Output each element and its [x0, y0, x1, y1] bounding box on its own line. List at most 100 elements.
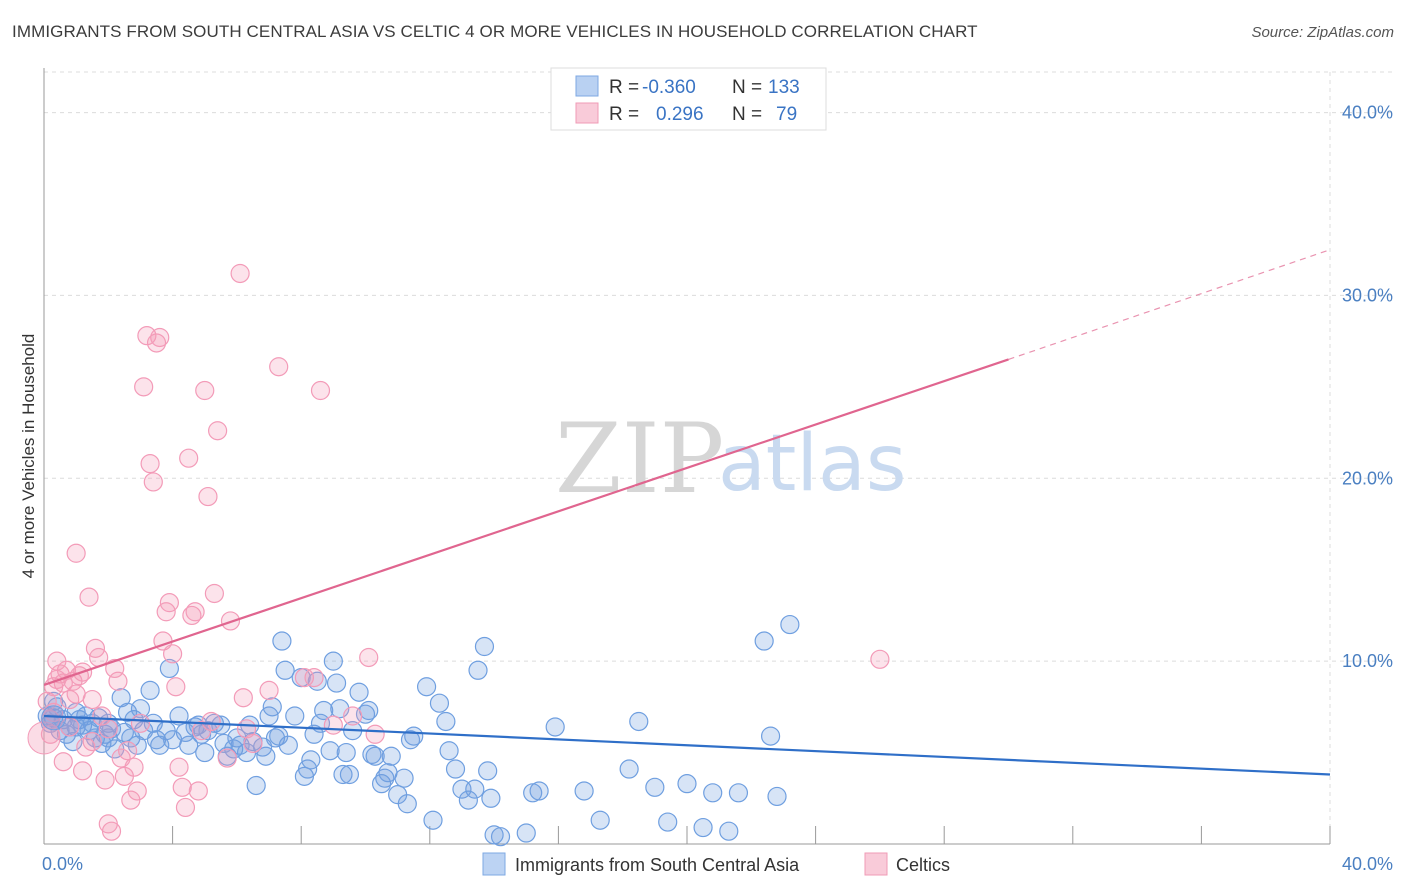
- legend-r-label-2: R =: [609, 104, 639, 125]
- point-celtics-54: [217, 748, 237, 768]
- point-immigrants-43: [195, 742, 215, 763]
- point-immigrants-99: [436, 711, 456, 732]
- point-immigrants-100: [439, 741, 459, 761]
- point-immigrants-125: [728, 783, 749, 803]
- point-immigrants-85: [362, 744, 382, 765]
- data-points: [27, 263, 890, 847]
- point-immigrants-73: [314, 700, 334, 721]
- point-celtics-50: [198, 486, 218, 507]
- point-celtics-72: [53, 752, 73, 772]
- point-immigrants-90: [381, 746, 401, 766]
- point-immigrants-107: [478, 761, 498, 781]
- point-celtics-78: [870, 649, 890, 669]
- point-celtics-29: [130, 713, 151, 733]
- point-immigrants-35: [159, 658, 179, 679]
- point-immigrants-94: [400, 730, 421, 750]
- point-celtics-18: [95, 770, 115, 790]
- point-immigrants-39: [179, 735, 199, 755]
- series-swatch-celtics: [864, 852, 888, 876]
- point-celtics-5: [53, 673, 73, 693]
- point-immigrants-69: [301, 750, 321, 770]
- point-immigrants-98: [429, 693, 450, 713]
- point-immigrants-106: [474, 636, 495, 657]
- legend-n-label-1: N =: [732, 77, 762, 98]
- point-immigrants-88: [375, 768, 395, 788]
- point-celtics-25: [117, 741, 138, 761]
- point-immigrants-2: [44, 691, 64, 711]
- point-immigrants-123: [703, 783, 723, 803]
- point-immigrants-75: [323, 651, 343, 671]
- trend-extension-celtics: [1008, 249, 1331, 360]
- legend-n-label-2: N =: [732, 104, 762, 125]
- legend-r-value-2: 0.296: [656, 104, 704, 125]
- legend-swatch-pink: [575, 102, 599, 124]
- point-celtics-75: [72, 761, 93, 781]
- point-immigrants-103: [458, 790, 478, 810]
- point-immigrants-87: [371, 774, 392, 794]
- point-immigrants-113: [529, 781, 549, 801]
- chart-title: IMMIGRANTS FROM SOUTH CENTRAL ASIA VS CE…: [12, 22, 978, 41]
- point-celtics-74: [66, 684, 86, 704]
- point-immigrants-92: [394, 768, 414, 788]
- legend-swatch-blue: [575, 75, 599, 97]
- point-celtics-61: [269, 357, 289, 377]
- point-immigrants-114: [545, 717, 565, 737]
- point-celtics-77: [98, 814, 118, 834]
- legend-n-value-1: 133: [768, 77, 800, 98]
- point-celtics-60: [259, 680, 279, 701]
- point-immigrants-128: [767, 786, 787, 807]
- point-immigrants-122: [693, 817, 713, 838]
- point-celtics-51: [201, 711, 221, 732]
- point-immigrants-127: [760, 726, 781, 746]
- point-celtics-56: [230, 263, 250, 284]
- point-celtics-21: [105, 658, 125, 679]
- point-celtics-46: [185, 602, 205, 622]
- y-tick-label-3: 40.0%: [1342, 103, 1393, 123]
- y-tick-label-1: 20.0%: [1342, 468, 1393, 488]
- point-immigrants-120: [658, 812, 678, 832]
- point-immigrants-112: [523, 783, 543, 803]
- point-immigrants-63: [275, 660, 295, 680]
- point-immigrants-121: [677, 774, 697, 794]
- axes: [43, 68, 1331, 845]
- point-celtics-28: [127, 781, 147, 801]
- watermark-atlas: atlas: [718, 419, 907, 509]
- y-tick-label-2: 30.0%: [1342, 285, 1393, 305]
- point-celtics-64: [310, 380, 331, 401]
- point-immigrants-97: [423, 810, 443, 830]
- point-immigrants-129: [780, 614, 800, 635]
- point-immigrants-124: [719, 821, 739, 841]
- point-celtics-22: [108, 671, 128, 691]
- point-celtics-32: [140, 454, 160, 474]
- stats-legend: R = -0.360 N = 133 R = 0.296 N = 79: [550, 67, 827, 131]
- point-celtics-38: [159, 593, 179, 613]
- point-celtics-63: [304, 667, 324, 688]
- point-celtics-27: [124, 757, 144, 777]
- point-celtics-59: [243, 733, 263, 754]
- point-celtics-35: [150, 327, 170, 348]
- point-celtics-44: [179, 448, 199, 468]
- point-celtics-9: [66, 543, 86, 563]
- point-immigrants-30: [140, 680, 160, 701]
- point-immigrants-115: [574, 781, 594, 801]
- y-tick-label-0: 10.0%: [1342, 651, 1393, 671]
- point-immigrants-108: [481, 788, 501, 808]
- point-immigrants-93: [397, 794, 417, 814]
- point-celtics-33: [143, 472, 163, 492]
- trend-line-celtics: [43, 358, 1009, 686]
- point-celtics-40: [166, 677, 186, 697]
- point-celtics-43: [175, 797, 196, 818]
- point-immigrants-86: [365, 746, 385, 766]
- point-immigrants-24: [117, 702, 138, 722]
- point-celtics-76: [82, 731, 102, 752]
- point-immigrants-70: [304, 724, 324, 744]
- point-immigrants-89: [378, 763, 398, 783]
- point-immigrants-79: [336, 742, 356, 763]
- point-celtics-14: [82, 689, 102, 710]
- point-immigrants-74: [320, 741, 340, 761]
- point-celtics-67: [359, 647, 379, 668]
- point-celtics-49: [195, 380, 215, 401]
- point-immigrants-82: [349, 682, 369, 702]
- point-celtics-19: [98, 719, 118, 739]
